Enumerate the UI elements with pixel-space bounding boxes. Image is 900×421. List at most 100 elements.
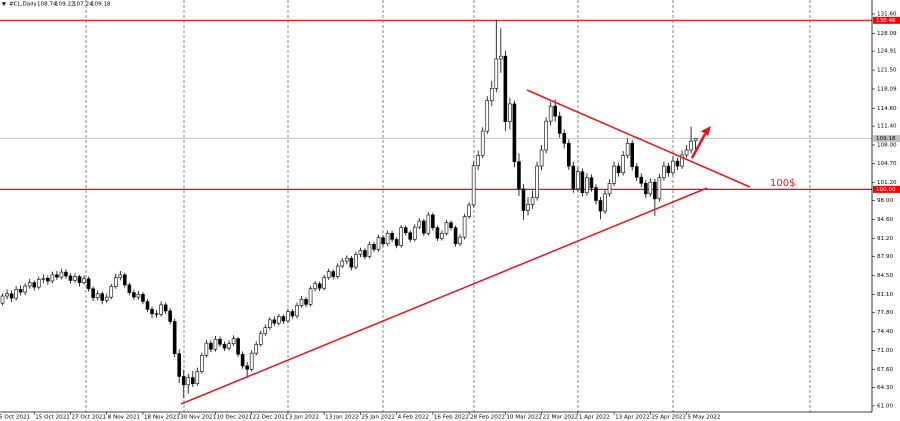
candle-body (345, 257, 349, 262)
candle-body (499, 55, 503, 60)
candle-body (163, 304, 168, 312)
y-tick-label: 108.00 (877, 142, 897, 148)
candle-body (657, 177, 662, 200)
candle-body (480, 130, 485, 156)
candle-body (145, 301, 150, 310)
candle-body (680, 154, 684, 167)
candle-body (553, 105, 557, 117)
candle-body (249, 352, 254, 370)
candle-body (118, 274, 123, 278)
candle-body (177, 353, 181, 377)
candle-body (562, 133, 567, 144)
y-tick-label: 91.20 (877, 236, 893, 242)
candle-body (671, 160, 675, 174)
candle-body (521, 188, 526, 211)
candle-body (18, 289, 23, 293)
y-tick-label: 71.00 (877, 348, 893, 354)
candle-body (489, 88, 494, 101)
candle-body (245, 365, 249, 370)
open: 108.74 (37, 2, 57, 8)
candle-body (548, 105, 553, 122)
candle-body (589, 177, 594, 189)
candle-body (653, 181, 657, 200)
x-tick-label: 5 May 2022 (688, 415, 721, 421)
level-box (873, 16, 900, 24)
x-tick-label: 27 Oct 2021 (71, 415, 106, 421)
candle-body (684, 149, 689, 156)
candle-body (109, 286, 114, 298)
candle-body (95, 293, 100, 298)
candle-body (295, 305, 299, 317)
candle-body (150, 309, 154, 315)
candle-body (363, 250, 367, 257)
candle-body (390, 232, 394, 240)
candle-body (277, 316, 281, 324)
candle-body (209, 342, 213, 350)
candle-body (603, 193, 607, 212)
y-tick-label: 114.60 (877, 106, 897, 112)
candle-body (86, 278, 91, 290)
x-tick-label: 18 Nov 2021 (144, 415, 180, 421)
candle-body (127, 284, 132, 293)
x-tick-label: 30 Nov 2021 (180, 415, 216, 421)
candle-body (154, 313, 159, 315)
candle-body (322, 277, 326, 289)
candle-body (607, 182, 612, 195)
candle-body (557, 115, 562, 134)
candle-body (612, 165, 616, 184)
candle-body (476, 155, 480, 166)
candle-body (281, 316, 286, 322)
candle-body (544, 120, 548, 151)
candle-body (272, 319, 277, 324)
candle-body (648, 181, 653, 195)
y-tick-label: 74.40 (877, 329, 893, 335)
y-tick-label: 81.10 (877, 292, 893, 298)
candle-body (50, 274, 55, 282)
candle-body (403, 227, 408, 234)
candle-body (331, 271, 336, 277)
candle-body (444, 222, 449, 234)
trend-lines (180, 89, 751, 405)
candle-body (41, 277, 46, 280)
candle-body (68, 275, 73, 281)
y-tick-label: 61.00 (877, 403, 893, 409)
y-tick-label: 111.40 (877, 124, 897, 130)
x-tick-label: 15 Oct 2021 (35, 415, 70, 421)
x-tick-label: 28 Feb 2022 (470, 415, 505, 421)
x-tick-label: 16 Feb 2022 (434, 415, 469, 421)
candle-body (64, 271, 68, 277)
menu-icon[interactable]: ▼ (2, 2, 6, 8)
candle-body (458, 236, 462, 245)
candle-body (571, 165, 576, 190)
candle-body (503, 55, 508, 122)
high: 109.22 (55, 2, 75, 8)
candle-body (267, 319, 272, 328)
candle-body (367, 244, 372, 257)
candle-body (530, 197, 535, 205)
y-tick-label: 84.50 (877, 273, 893, 279)
candle-body (240, 353, 245, 367)
candle-body (412, 226, 417, 240)
candle-body (236, 338, 240, 355)
candle-body (123, 274, 127, 286)
candle-body (335, 265, 340, 277)
candle-body (566, 143, 571, 167)
y-tick-label: 87.90 (877, 254, 893, 260)
candle-body (308, 288, 313, 305)
candle-body (354, 254, 358, 268)
arrow-shaft (690, 133, 707, 159)
candle-body (258, 333, 263, 345)
candle-body (181, 376, 186, 386)
candle-body (508, 103, 512, 122)
candle-body (666, 165, 671, 174)
candle-body (141, 294, 145, 302)
x-tick-label: 13 Apr 2022 (615, 415, 650, 421)
candle-body (634, 166, 639, 178)
close: 109.18 (91, 2, 111, 8)
level-box (873, 185, 900, 193)
candle-body (517, 161, 521, 190)
current-price-label: 109.18 (876, 136, 896, 142)
candle-body (231, 338, 236, 345)
month-separators (85, 0, 811, 412)
